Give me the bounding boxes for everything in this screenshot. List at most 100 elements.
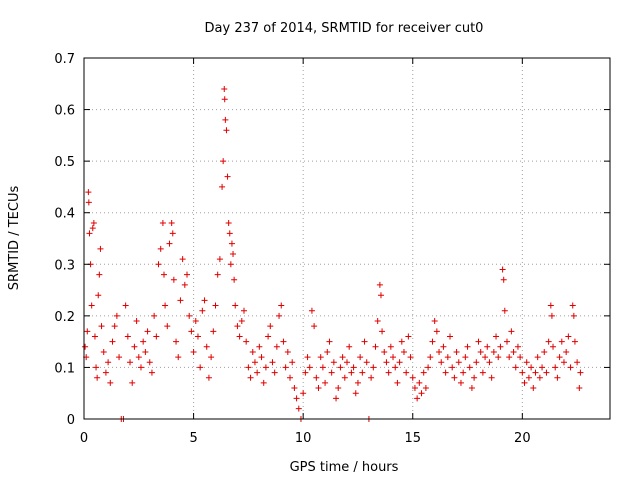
data-point <box>398 338 405 345</box>
data-point <box>512 364 519 371</box>
data-point <box>284 348 291 355</box>
data-point <box>436 348 443 355</box>
data-point <box>205 374 212 381</box>
data-point <box>532 369 539 376</box>
data-point <box>214 271 221 278</box>
data-point <box>260 379 267 386</box>
data-point <box>394 379 401 386</box>
data-point <box>124 333 131 340</box>
data-point <box>282 364 289 371</box>
data-point <box>473 359 480 366</box>
data-point <box>326 338 333 345</box>
data-point <box>100 348 107 355</box>
data-point <box>431 318 438 325</box>
data-point <box>333 395 340 402</box>
y-tick-label: 0.7 <box>54 52 75 67</box>
data-point <box>344 359 350 366</box>
x-tick-label: 5 <box>189 431 197 446</box>
data-point <box>409 374 416 381</box>
data-point <box>184 271 191 278</box>
data-point <box>337 364 344 371</box>
data-point <box>370 364 377 371</box>
data-point <box>216 256 223 263</box>
data-point <box>368 374 375 381</box>
data-point <box>313 374 320 381</box>
data-point <box>339 354 346 361</box>
data-point <box>258 354 265 361</box>
data-point <box>322 379 329 386</box>
data-point <box>500 276 507 283</box>
x-tick-label: 15 <box>404 431 421 446</box>
data-point <box>148 369 155 376</box>
data-point <box>201 297 208 304</box>
data-point <box>414 395 421 402</box>
data-point <box>129 379 136 386</box>
data-point <box>289 359 296 366</box>
data-point <box>236 333 243 340</box>
data-point <box>438 359 445 366</box>
data-point <box>482 354 489 361</box>
data-point <box>490 348 497 355</box>
data-point <box>387 343 394 350</box>
data-point <box>552 364 559 371</box>
data-point <box>96 271 103 278</box>
data-point <box>510 348 517 355</box>
data-point <box>521 379 528 386</box>
data-point <box>528 364 535 371</box>
data-point <box>486 359 493 366</box>
data-point <box>197 364 204 371</box>
data-point <box>363 359 370 366</box>
data-point <box>265 333 272 340</box>
data-point <box>460 369 467 376</box>
data-point <box>190 348 197 355</box>
data-point <box>405 333 412 340</box>
data-point <box>381 348 388 355</box>
data-point <box>416 379 423 386</box>
data-point <box>97 245 104 252</box>
data-point <box>82 343 89 350</box>
data-point <box>170 276 177 283</box>
data-point <box>91 333 98 340</box>
data-point <box>203 343 210 350</box>
data-point <box>400 348 407 355</box>
data-point <box>379 328 386 335</box>
data-point <box>315 385 322 392</box>
data-point <box>164 323 171 330</box>
data-point <box>560 359 567 366</box>
data-point <box>374 318 381 325</box>
y-tick-label: 0 <box>67 413 75 428</box>
data-point <box>571 338 578 345</box>
y-tick-label: 0.2 <box>54 310 75 325</box>
data-point <box>453 348 460 355</box>
y-axis-label: SRMTID / TECUs <box>7 186 22 291</box>
y-tick-label: 0.6 <box>54 104 75 119</box>
data-point <box>534 354 541 361</box>
data-point <box>144 328 151 335</box>
x-axis-label: GPS time / hours <box>290 460 399 475</box>
data-point <box>569 302 576 309</box>
data-point <box>162 302 169 309</box>
data-point <box>220 158 227 165</box>
data-point <box>168 220 175 227</box>
data-point <box>324 348 331 355</box>
data-point <box>420 369 427 376</box>
data-point <box>372 343 379 350</box>
ticks-layer: 0 0.1 0.2 0.3 0.4 0.5 0.6 0.7 0 5 10 15 20 <box>54 52 610 446</box>
data-point <box>530 385 537 392</box>
data-point <box>479 369 486 376</box>
data-point <box>317 354 324 361</box>
data-point <box>543 369 550 376</box>
data-point <box>221 85 228 92</box>
data-point <box>155 261 162 268</box>
data-point <box>86 230 93 237</box>
data-point <box>545 338 552 345</box>
data-point <box>508 328 515 335</box>
data-point <box>517 354 524 361</box>
data-point <box>376 281 383 288</box>
x-tick-label: 20 <box>514 431 531 446</box>
data-point <box>451 374 458 381</box>
data-point <box>224 173 231 180</box>
data-point <box>427 354 434 361</box>
data-point <box>514 343 521 350</box>
data-point <box>383 359 390 366</box>
